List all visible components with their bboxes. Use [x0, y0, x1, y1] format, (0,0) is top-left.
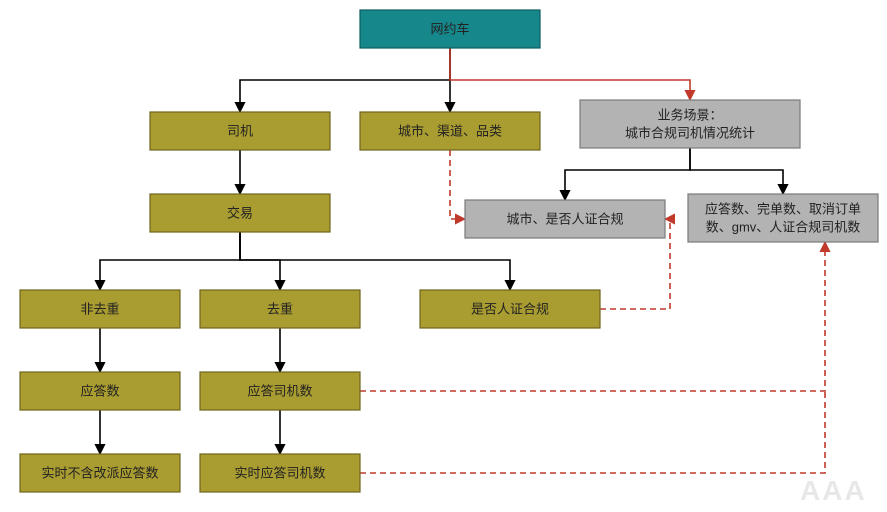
watermark-text: AAA — [800, 475, 867, 506]
node-trade: 交易 — [150, 194, 330, 232]
edge-city_cat-to-city_ok — [450, 150, 465, 219]
node-label: 实时应答司机数 — [234, 465, 325, 480]
node-label: 应答司机数 — [247, 383, 312, 398]
node-label: 业务场景： — [657, 107, 722, 122]
node-respdrv: 应答司机数 — [200, 372, 360, 410]
node-scene: 业务场景： 城市合规司机情况统计 — [580, 100, 800, 148]
node-rt_drv: 实时应答司机数 — [200, 454, 360, 492]
node-city_ok: 城市、是否人证合规 — [465, 200, 665, 238]
node-label-2: 城市合规司机情况统计 — [625, 125, 755, 140]
node-label: 去重 — [267, 301, 293, 316]
node-nondedup: 非去重 — [20, 290, 180, 328]
node-dedup: 去重 — [200, 290, 360, 328]
node-label: 非去重 — [80, 301, 119, 316]
edge-trade-to-dedup — [240, 232, 280, 290]
node-driver: 司机 — [150, 112, 330, 150]
node-label: 实时不含改派应答数 — [41, 465, 158, 480]
edge-root-to-scene — [450, 48, 690, 100]
edge-scene-to-metrics — [690, 148, 783, 194]
edge-trade-to-nondedup — [100, 232, 240, 290]
node-respcnt: 应答数 — [20, 372, 180, 410]
node-label: 交易 — [227, 205, 253, 220]
node-label-2: 数、gmv、人证合规司机数 — [706, 219, 861, 234]
edge-rt_drv-to-metrics — [360, 391, 825, 473]
node-metrics: 应答数、完单数、取消订单数、gmv、人证合规司机数 — [688, 194, 878, 242]
edge-scene-to-city_ok — [565, 148, 690, 200]
node-label: 司机 — [227, 123, 253, 138]
node-rt_resp: 实时不含改派应答数 — [20, 454, 180, 492]
node-label: 城市、渠道、品类 — [398, 123, 502, 138]
node-label: 应答数、完单数、取消订单 — [705, 201, 861, 216]
node-city_cat: 城市、渠道、品类 — [360, 112, 540, 150]
node-is_ok: 是否人证合规 — [420, 290, 600, 328]
node-root: 网约车 — [360, 10, 540, 48]
node-label: 城市、是否人证合规 — [506, 211, 623, 226]
node-label: 应答数 — [80, 383, 119, 398]
node-label: 是否人证合规 — [471, 301, 549, 316]
flowchart-canvas: 网约车司机城市、渠道、品类业务场景：城市合规司机情况统计交易城市、是否人证合规应… — [0, 0, 887, 512]
node-label: 网约车 — [430, 21, 469, 36]
edge-root-to-driver — [240, 48, 450, 112]
